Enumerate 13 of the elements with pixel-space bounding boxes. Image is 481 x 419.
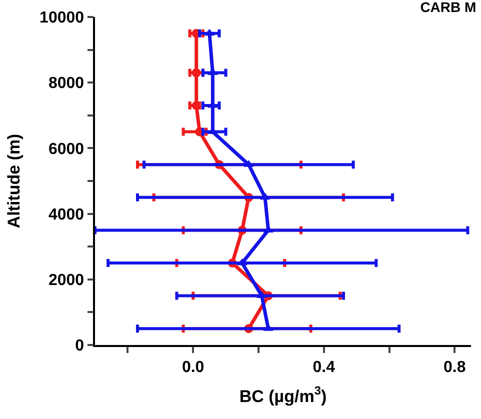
y-tick-label: 0 — [75, 338, 84, 355]
y-tick-label: 4000 — [48, 206, 84, 224]
point — [256, 291, 267, 298]
x-tick-label: 0.4 — [312, 358, 336, 376]
x-axis-title: BC (µg/m$^{3}$) — [239, 384, 327, 406]
x-tick-label: 0.8 — [444, 358, 466, 376]
chart-title: CARB M — [420, 0, 476, 15]
y-tick-label: 10000 — [40, 10, 84, 27]
x-tick-label: 0.0 — [182, 358, 204, 376]
y-tick-label: 8000 — [48, 75, 84, 92]
y-axis-title: Altitude (m) — [4, 134, 24, 228]
y-tick-label: 6000 — [48, 140, 84, 158]
y-tick-label: 2000 — [48, 272, 84, 289]
